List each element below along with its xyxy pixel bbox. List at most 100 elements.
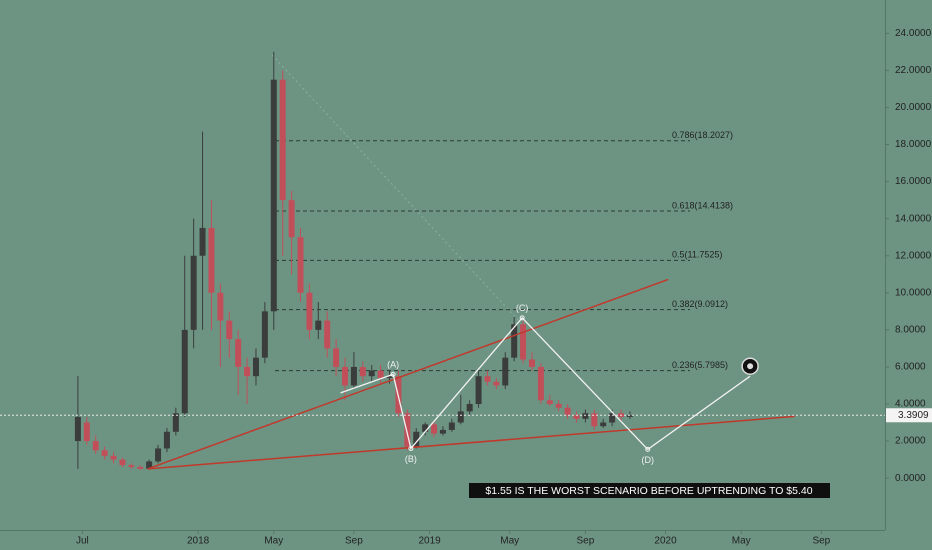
candle-body	[457, 411, 464, 423]
candle-body	[279, 79, 286, 201]
candle-body	[350, 366, 357, 386]
candle-body	[181, 329, 188, 414]
wave-label: (A)	[387, 360, 399, 370]
y-tick-label: 12.0000	[895, 250, 932, 261]
y-tick-label: 8.0000	[895, 325, 926, 336]
x-tick-label: May	[732, 536, 751, 547]
y-tick-label: 22.0000	[895, 65, 932, 76]
x-tick-label: Jul	[76, 536, 89, 547]
y-tick-label: 14.0000	[895, 213, 932, 224]
candle-body	[315, 320, 322, 330]
candle-body	[146, 461, 153, 469]
last-price-box	[886, 408, 932, 423]
candle-body	[502, 357, 509, 386]
candle-body	[297, 237, 304, 293]
x-tick-label: May	[264, 536, 283, 547]
candle-body	[546, 400, 553, 404]
candle-body	[493, 381, 500, 386]
candle-body	[600, 422, 607, 427]
annotation: $1.55 IS THE WORST SCENARIO BEFORE UPTRE…	[485, 485, 812, 497]
wave-point	[519, 315, 525, 321]
annotation-box	[469, 483, 830, 498]
wave-line	[340, 316, 751, 451]
candle-body	[520, 324, 527, 360]
fib-label: 0.786(18.2027)	[672, 130, 733, 140]
wave-label: (B)	[405, 454, 417, 464]
wave-point	[645, 446, 651, 452]
candle-body	[431, 424, 438, 434]
candle-body	[244, 366, 251, 377]
candle-body	[92, 441, 99, 451]
candle-body	[119, 459, 126, 466]
candle-body	[377, 370, 384, 379]
wave-label: (C)	[516, 303, 529, 313]
y-tick-label: 6.0000	[895, 362, 926, 373]
last-price-label: 3.3909	[898, 410, 929, 421]
candle-body	[306, 292, 313, 330]
candle-body	[101, 450, 108, 456]
candle-body	[235, 339, 242, 367]
candle-body	[564, 407, 571, 416]
candle-body	[511, 324, 518, 358]
y-tick-label: 20.0000	[895, 102, 932, 113]
x-tick-label: 2018	[187, 536, 210, 547]
fib-label: 0.618(14.4138)	[672, 200, 733, 210]
candle-body	[333, 348, 340, 367]
candle-body	[83, 422, 90, 442]
candle-body	[172, 413, 179, 432]
candle-body	[137, 466, 144, 469]
x-tick-label: Sep	[345, 536, 363, 547]
candle-body	[208, 227, 215, 293]
trendline	[147, 278, 669, 470]
x-tick-label: 2020	[654, 536, 677, 547]
y-tick-label: 10.0000	[895, 287, 932, 298]
candle-body	[324, 320, 331, 349]
candle-body	[288, 200, 295, 238]
candle-body	[342, 366, 349, 386]
faded-trend	[271, 54, 521, 323]
candle-body	[270, 79, 277, 312]
candle-body	[163, 431, 170, 449]
candle-body	[74, 416, 81, 442]
fib-label: 0.5(11.7525)	[672, 250, 722, 260]
y-tick-label: 24.0000	[895, 28, 932, 39]
candle-body	[555, 403, 562, 408]
candle-body	[484, 376, 491, 382]
candle-body	[466, 403, 473, 412]
candle-body	[448, 422, 455, 430]
candle-body	[217, 292, 224, 321]
wave-label: (D)	[641, 455, 654, 465]
y-tick-label: 16.0000	[895, 176, 932, 187]
candle-body	[537, 366, 544, 401]
candle-body	[128, 465, 135, 467]
candle-body	[475, 376, 482, 404]
x-tick-label: May	[500, 536, 519, 547]
candle-body	[110, 455, 117, 460]
candle-body	[368, 370, 375, 377]
candle-body	[359, 366, 366, 377]
candle-body	[413, 431, 420, 447]
candle-body	[591, 413, 598, 427]
marker-inner	[747, 363, 754, 370]
candle-body	[528, 359, 535, 367]
y-tick-label: 4.0000	[895, 399, 926, 410]
candle-body	[582, 413, 589, 419]
candle-body	[439, 429, 446, 434]
x-tick-label: Sep	[812, 536, 830, 547]
candle-body	[573, 415, 580, 419]
wave-point	[390, 371, 396, 377]
candle-body	[386, 376, 393, 379]
candle-body	[190, 255, 197, 330]
fib-label: 0.382(9.0912)	[672, 299, 728, 309]
y-tick-label: 2.0000	[895, 436, 926, 447]
candle-body	[609, 413, 616, 423]
x-tick-label: 2019	[418, 536, 441, 547]
y-tick-label: 18.0000	[895, 139, 932, 150]
trendline	[147, 415, 795, 470]
candle-body	[199, 227, 206, 256]
location-marker	[741, 357, 759, 375]
candle-body	[226, 320, 233, 340]
wave-point	[408, 445, 414, 451]
candle-body	[404, 413, 411, 447]
